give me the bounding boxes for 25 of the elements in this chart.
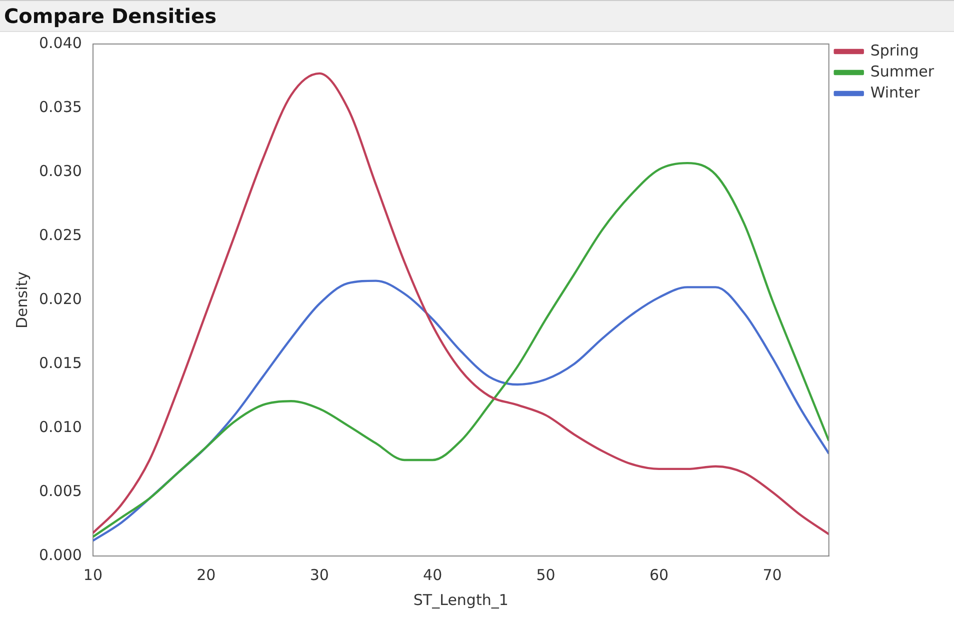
legend-label: Summer — [870, 62, 935, 80]
x-tick-label: 50 — [536, 566, 556, 584]
y-tick-label: 0.010 — [38, 418, 82, 436]
x-axis-title: ST_Length_1 — [413, 590, 508, 609]
y-tick-label: 0.000 — [38, 546, 82, 564]
line-series — [92, 72, 829, 536]
line-series — [92, 280, 829, 542]
x-tick-label: 30 — [310, 566, 329, 584]
x-tick-label: 20 — [196, 566, 216, 584]
y-tick-label: 0.035 — [38, 98, 82, 116]
y-tick-label: 0.030 — [38, 162, 82, 180]
y-tick-label: 0.005 — [38, 482, 82, 500]
line-series — [92, 162, 829, 538]
x-tick-label: 70 — [762, 566, 782, 584]
y-axis-title: Density — [12, 271, 31, 329]
y-tick-label: 0.020 — [38, 290, 82, 308]
legend-label: Spring — [870, 41, 919, 60]
y-tick-label: 0.040 — [38, 34, 82, 52]
y-tick-label: 0.015 — [38, 354, 82, 372]
x-tick-label: 10 — [83, 566, 102, 584]
chart-title: Compare Densities — [0, 0, 954, 32]
x-tick-label: 60 — [649, 566, 669, 584]
y-tick-label: 0.025 — [38, 226, 82, 244]
legend-label: Winter — [870, 83, 921, 102]
x-tick-label: 40 — [423, 566, 442, 584]
